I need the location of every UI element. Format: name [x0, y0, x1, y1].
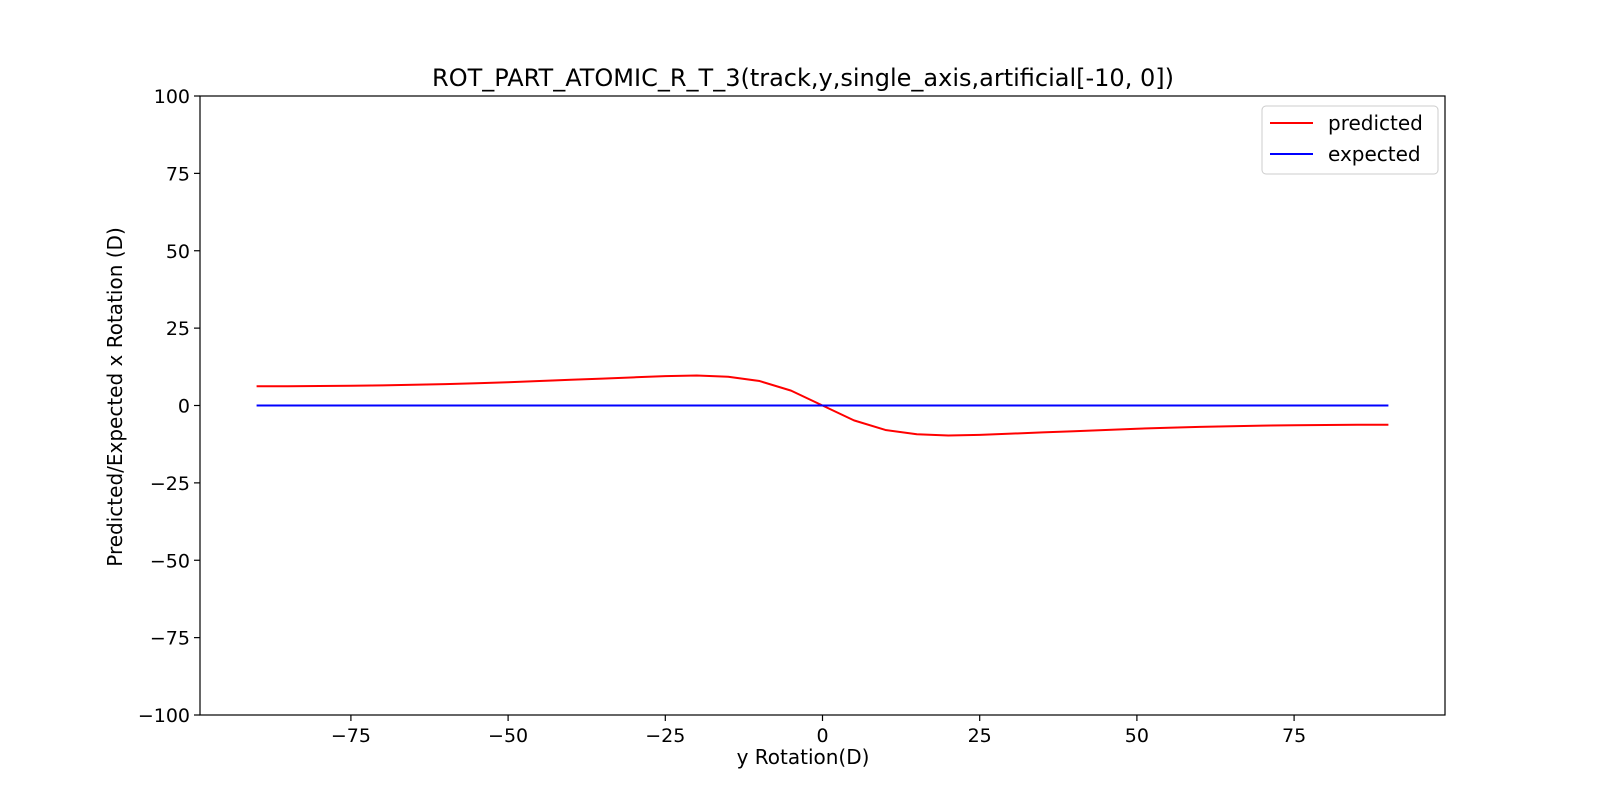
x-tick-label: 75 — [1282, 725, 1306, 747]
x-tick-label: −75 — [331, 725, 371, 747]
y-tick-label: 75 — [166, 163, 190, 185]
y-tick-label: −100 — [138, 705, 190, 727]
legend-label-predicted: predicted — [1328, 111, 1423, 135]
x-tick-label: 25 — [968, 725, 992, 747]
x-tick-label: −50 — [488, 725, 528, 747]
x-axis-label: y Rotation(D) — [737, 745, 870, 769]
y-axis-label: Predicted/Expected x Rotation (D) — [103, 227, 127, 567]
y-tick-label: −25 — [150, 473, 190, 495]
chart-title: ROT_PART_ATOMIC_R_T_3(track,y,single_axi… — [432, 64, 1174, 92]
x-tick-label: 0 — [816, 725, 828, 747]
legend-label-expected: expected — [1328, 142, 1421, 166]
plot-area: −75 −50 −25 0 25 50 75 −100 −75 −50 −25 0 25 50 75 100 — [138, 86, 1446, 747]
y-tick-label: −50 — [150, 550, 190, 572]
y-tick-label: −75 — [150, 628, 190, 650]
y-tick-label: 0 — [178, 396, 190, 418]
y-tick-label: 25 — [166, 318, 190, 340]
y-tick-label: 100 — [154, 86, 190, 108]
x-tick-label: 50 — [1125, 725, 1149, 747]
x-tick-label: −25 — [645, 725, 685, 747]
legend: predicted expected — [1261, 105, 1439, 175]
y-tick-label: 50 — [166, 241, 190, 263]
